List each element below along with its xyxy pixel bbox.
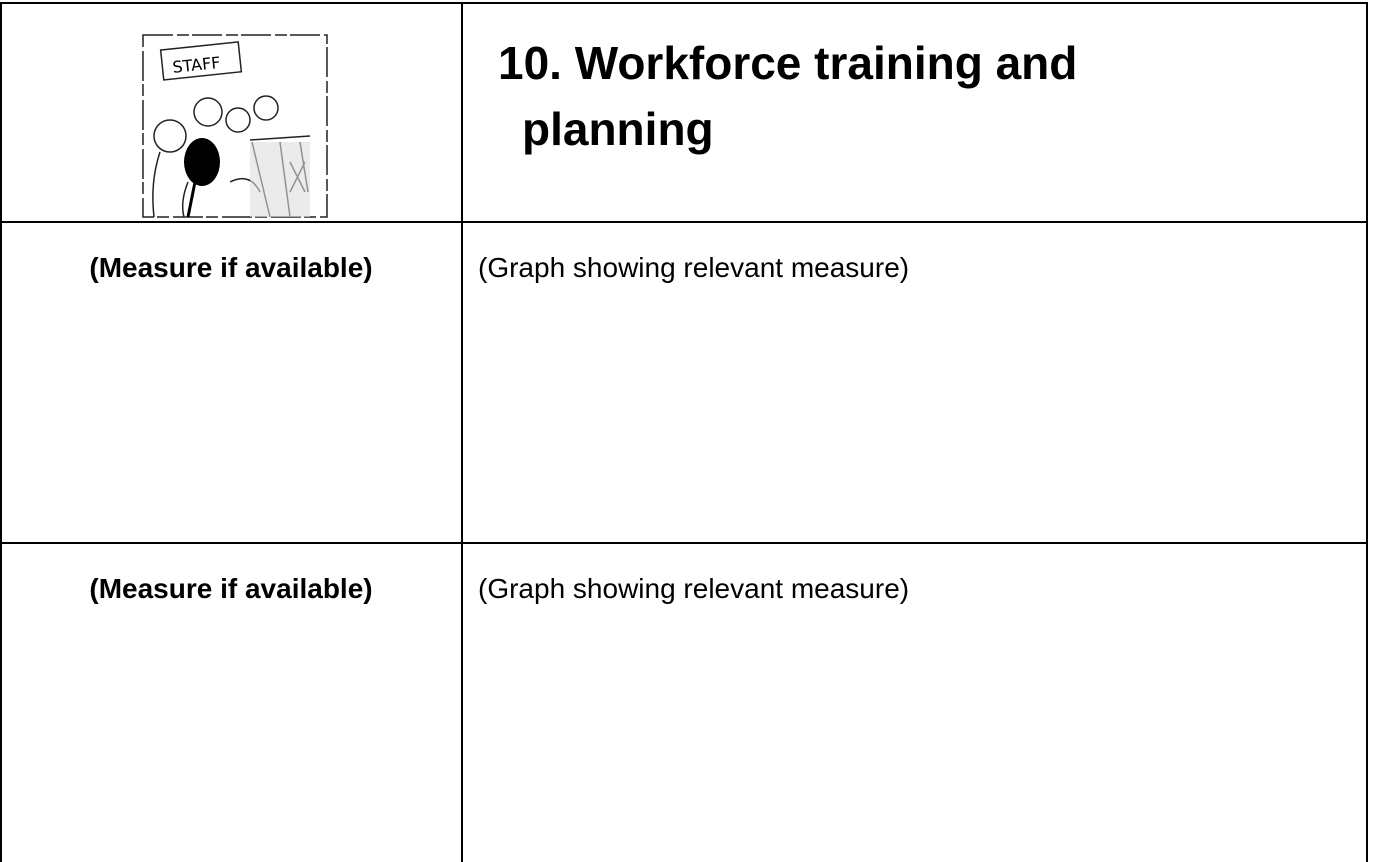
graph-placeholder: (Graph showing relevant measure) (478, 252, 910, 283)
illustration-sign: STAFF (172, 53, 222, 77)
table-border (0, 2, 1368, 4)
section-title: 10. Workforce training and planning (498, 37, 1078, 155)
table-border (1366, 2, 1368, 862)
column-divider (461, 2, 463, 862)
graph-placeholder: (Graph showing relevant measure) (478, 573, 910, 604)
measure-label: (Measure if available) (89, 573, 373, 604)
table-border (0, 2, 2, 862)
row-divider (0, 542, 1368, 544)
staff-illustration: STAFF (142, 34, 328, 218)
measure-label: (Measure if available) (89, 252, 373, 283)
row-divider (0, 221, 1368, 223)
